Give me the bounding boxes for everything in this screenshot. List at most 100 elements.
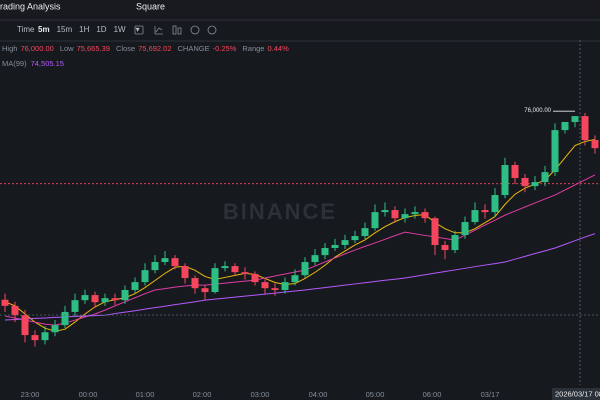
candle-body xyxy=(471,210,479,223)
top-bar xyxy=(0,0,600,20)
nav-tab[interactable]: Square xyxy=(136,1,165,11)
candle-body xyxy=(201,288,209,293)
interval-button[interactable]: 1D xyxy=(96,25,106,34)
candle-body xyxy=(531,182,539,187)
candle-body xyxy=(541,172,549,183)
ma-legend-value: 74,505.15 xyxy=(31,59,64,68)
candle-body xyxy=(401,214,409,219)
info-label: Close xyxy=(116,44,135,53)
x-tick-label: 23:00 xyxy=(21,390,40,399)
x-tick-label: 02:00 xyxy=(193,390,212,399)
candle-body xyxy=(211,268,219,293)
interval-button[interactable]: 15m xyxy=(57,25,73,34)
crosshair-time-label: 2026/03/17 08: xyxy=(555,389,600,398)
interval-button[interactable]: 5m xyxy=(38,25,50,34)
candle-body xyxy=(41,332,49,341)
interval-button[interactable]: 1W xyxy=(114,25,126,34)
chart-type-icon[interactable] xyxy=(172,25,177,35)
candle-body xyxy=(261,282,269,289)
chart-type-icon-b xyxy=(177,27,182,35)
candle-body xyxy=(181,266,189,279)
ma-legend-name: MA(99) xyxy=(2,59,27,68)
info-value: 75,692.02 xyxy=(138,44,171,53)
info-label: Range xyxy=(242,44,264,53)
candle-body xyxy=(461,222,469,236)
candle-body xyxy=(141,270,149,283)
candle-body xyxy=(51,325,59,333)
candle-body xyxy=(311,255,319,263)
calendar-icon[interactable] xyxy=(134,25,144,35)
candle-body xyxy=(61,311,69,326)
x-tick-label: 03/17 xyxy=(481,390,500,399)
candle-body xyxy=(341,240,349,245)
candle-body xyxy=(71,300,79,312)
candle-body xyxy=(451,235,459,251)
info-value: 75,665.39 xyxy=(77,44,110,53)
plot: 76,000.00 xyxy=(0,40,600,385)
candle-body xyxy=(271,288,279,291)
candle-body xyxy=(361,228,369,237)
candle-body xyxy=(131,282,139,291)
info-value: -0.25% xyxy=(213,44,237,53)
moving-average-line xyxy=(4,233,596,321)
x-tick-label: 06:00 xyxy=(423,390,442,399)
crosshair-time-box xyxy=(552,388,600,400)
layout-icon[interactable] xyxy=(190,25,200,35)
candle-body xyxy=(551,130,559,173)
candle-body xyxy=(521,178,529,187)
candle-body xyxy=(221,266,229,269)
candle-body xyxy=(111,298,119,301)
info-label: CHANGE xyxy=(178,44,210,53)
candle-body xyxy=(81,295,89,301)
candle-body xyxy=(371,212,379,229)
moving-average-line xyxy=(4,138,596,332)
candle-body xyxy=(441,244,449,251)
candle-body xyxy=(431,218,439,245)
candle-body xyxy=(1,299,9,306)
settings-icon[interactable] xyxy=(207,25,217,35)
time-axis xyxy=(0,385,600,400)
candle-body xyxy=(21,315,29,336)
candle-body xyxy=(481,210,489,213)
candle-body xyxy=(101,298,109,303)
candle-body xyxy=(241,272,249,274)
candle-body xyxy=(331,244,339,249)
candle-body xyxy=(251,273,259,283)
interval-button[interactable]: 1H xyxy=(79,25,89,34)
candle-body xyxy=(151,262,159,271)
candle-body xyxy=(191,278,199,289)
nav-tab[interactable]: rading Analysis xyxy=(0,1,61,11)
max-marker-label: 76,000.00 xyxy=(524,108,551,114)
candle-body xyxy=(121,290,129,301)
candle-body xyxy=(31,335,39,341)
x-tick-label: 03:00 xyxy=(251,390,270,399)
candle-body xyxy=(161,258,169,263)
candle-body xyxy=(561,121,569,131)
candle-body xyxy=(351,236,359,241)
candle-body xyxy=(591,140,599,149)
candle-body xyxy=(501,165,509,196)
candle-body xyxy=(11,305,19,316)
candle-body xyxy=(381,210,389,213)
info-label: Low xyxy=(60,44,74,53)
candle-body xyxy=(491,195,499,213)
candle-body xyxy=(281,282,289,291)
toolbar-label: Time xyxy=(17,25,35,34)
toolbar-icons xyxy=(134,25,217,35)
x-tick-label: 05:00 xyxy=(366,390,385,399)
candle-body xyxy=(301,262,309,276)
candle-body xyxy=(421,212,429,219)
candle-body xyxy=(571,116,579,122)
indicator-icon[interactable] xyxy=(154,26,163,35)
moving-average-line xyxy=(4,174,596,326)
candle-body xyxy=(391,210,399,219)
interval-dropdown[interactable]: ▾ xyxy=(136,25,140,34)
candle-body xyxy=(581,116,589,141)
info-value: 0.44% xyxy=(267,44,289,53)
candle-body xyxy=(231,266,239,273)
candle-body xyxy=(511,165,519,178)
candle-body xyxy=(291,275,299,283)
